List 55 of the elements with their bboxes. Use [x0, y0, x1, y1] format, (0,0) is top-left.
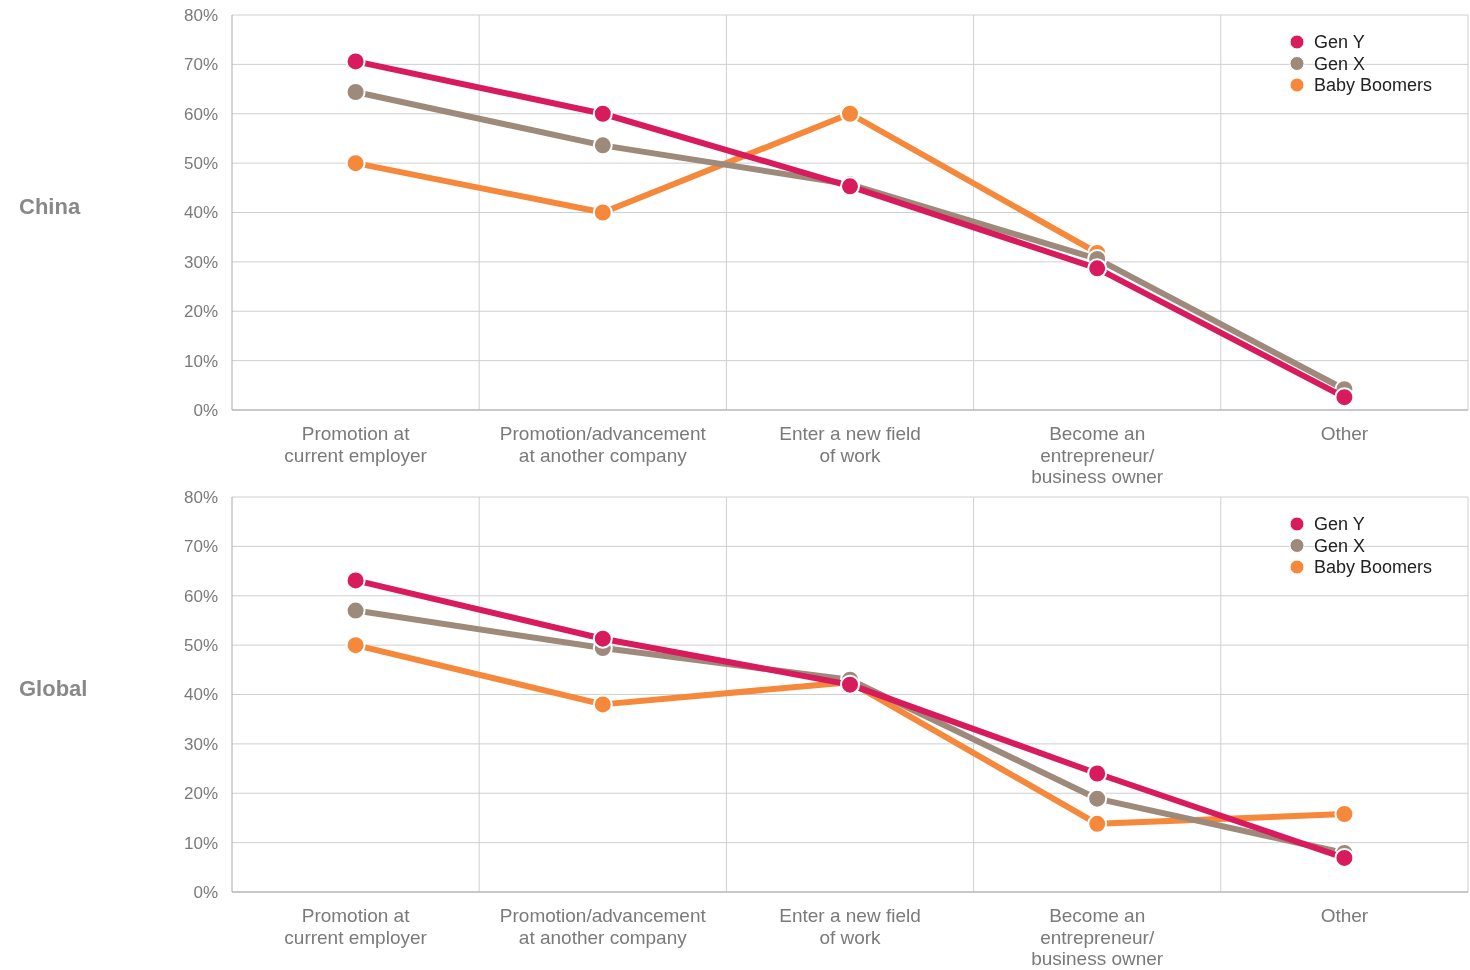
- point: [592, 202, 613, 223]
- legend-label: Gen X: [1314, 53, 1366, 74]
- y-tick-label: 80%: [183, 5, 218, 25]
- point: [1087, 763, 1108, 784]
- x-tick-label: Enter a new field of work: [779, 423, 921, 466]
- point: [840, 103, 860, 124]
- point: [1334, 387, 1355, 408]
- x-tick-label: Promotion at current employer: [284, 423, 428, 466]
- point: [1334, 803, 1355, 824]
- legend-label: Gen X: [1314, 535, 1366, 556]
- point: [345, 153, 366, 174]
- legend-label: Gen Y: [1314, 514, 1365, 535]
- point: [1087, 258, 1108, 279]
- point: [1087, 813, 1108, 834]
- y-tick-label: 0%: [193, 882, 218, 902]
- point: [345, 82, 366, 103]
- x-tick-label: Other: [1320, 423, 1369, 444]
- point: [1334, 847, 1355, 868]
- y-tick-label: 70%: [183, 55, 218, 75]
- y-tick-label: 0%: [193, 400, 218, 420]
- point: [345, 51, 366, 72]
- y-tick-label: 20%: [183, 302, 218, 322]
- point: [1087, 788, 1108, 809]
- x-tick-label: Become an entrepreneur/ business owner: [1031, 423, 1164, 487]
- y-tick-label: 70%: [183, 537, 218, 557]
- point: [345, 635, 366, 656]
- point: [345, 600, 366, 621]
- y-tick-label: 50%: [183, 154, 218, 174]
- y-tick-label: 10%: [183, 833, 218, 853]
- point: [592, 103, 613, 124]
- x-tick-label: Promotion at current employer: [284, 905, 428, 948]
- y-tick-label: 60%: [183, 104, 218, 124]
- y-tick-label: 30%: [183, 734, 218, 754]
- y-tick-label: 40%: [183, 203, 218, 223]
- y-tick-label: 10%: [183, 351, 218, 371]
- y-tick-label: 40%: [183, 685, 218, 705]
- legend-label: Baby Boomers: [1314, 557, 1433, 578]
- x-tick-label: Promotion/advancement at another company: [499, 423, 707, 466]
- point: [345, 570, 366, 591]
- text: China: [19, 194, 81, 220]
- y-tick-label: 60%: [183, 586, 218, 606]
- y-tick-label: 50%: [183, 636, 218, 656]
- y-tick-label: 30%: [183, 252, 218, 272]
- point: [592, 135, 613, 156]
- point: [592, 694, 613, 715]
- x-tick-label: Become an entrepreneur/ business owner: [1031, 905, 1164, 969]
- point: [592, 628, 613, 649]
- x-tick-label: Other: [1320, 905, 1369, 926]
- x-tick-label: Promotion/advancement at another company: [499, 905, 707, 948]
- x-tick-label: Enter a new field of work: [779, 905, 921, 948]
- legend-label: Baby Boomers: [1314, 75, 1433, 96]
- y-tick-label: 80%: [183, 487, 218, 507]
- legend-label: Gen Y: [1314, 32, 1365, 53]
- text: Global: [19, 676, 88, 702]
- y-tick-label: 20%: [183, 784, 218, 804]
